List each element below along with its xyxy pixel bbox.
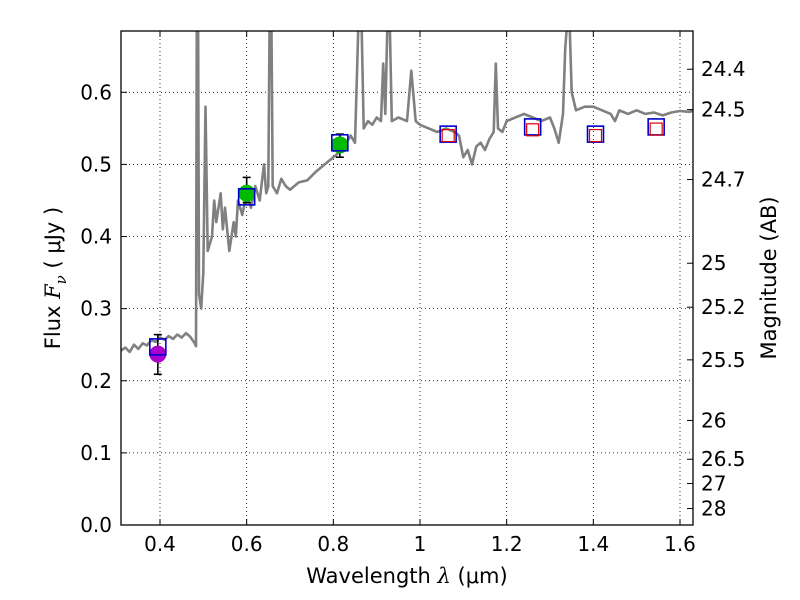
upper-limit-square (649, 122, 663, 136)
template-spectrum-line (121, 31, 693, 354)
model-band-square (149, 338, 167, 356)
model-band-square (523, 118, 542, 136)
plot-layer (121, 31, 693, 376)
x-tick-label: 1 (414, 532, 427, 556)
y-tick-label: 0.4 (80, 225, 112, 249)
x-tick-label: 1.2 (491, 532, 523, 556)
model-band-square (237, 188, 256, 206)
right-axis-label: Magnitude (AB) (757, 196, 781, 359)
x-label-unit: (μm) (451, 564, 508, 588)
mag-tick-label: 25 (701, 251, 726, 275)
y-tick-label: 0.3 (80, 297, 112, 321)
mag-tick-label: 24.4 (701, 57, 746, 81)
x-axis-label: Wavelength λ (μm) (306, 564, 507, 588)
y-tick-label: 0.0 (80, 513, 112, 537)
mag-tick-label: 25.5 (701, 348, 746, 372)
y-tick-label: 0.1 (80, 441, 112, 465)
x-label-prefix: Wavelength (306, 564, 437, 588)
x-tick-label: 1.4 (577, 532, 609, 556)
mag-tick-label: 27 (701, 472, 726, 496)
upper-limit-square (441, 128, 455, 143)
mag-tick-label: 24.7 (701, 168, 746, 192)
y-label-prefix: Flux (41, 299, 65, 349)
mag-tick-label: 24.5 (701, 98, 746, 122)
y-tick-label: 0.2 (80, 369, 112, 393)
upper-limit-square (588, 128, 603, 143)
y-label-subscript: ν (52, 275, 70, 284)
tick-layer: 0.4 0.6 0.8 1 1.2 1.4 1.6 0.0 0.1 0.2 0.3 0.4 0.5 0.6… (80, 31, 746, 556)
plot-frame (120, 30, 694, 526)
mag-tick-label: 26.5 (701, 447, 746, 471)
x-label-symbol: λ (437, 564, 451, 588)
mag-tick-label: 26 (701, 408, 726, 432)
x-tick-label: 0.4 (144, 532, 176, 556)
y-axis-label: Flux Fν ( μJy ) (41, 207, 70, 349)
x-tick-label: 0.8 (317, 532, 349, 556)
x-tick-label: 0.6 (231, 532, 263, 556)
y-label-symbol: F (41, 283, 65, 300)
upper-limit-square (526, 123, 540, 137)
mag-tick-label: 25.2 (701, 295, 746, 319)
observed-point (238, 184, 256, 202)
y-tick-label: 0.5 (80, 152, 112, 176)
grid-layer (121, 31, 693, 525)
x-tick-label: 1.6 (664, 532, 696, 556)
y-label-unit: ( μJy ) (41, 207, 65, 275)
mag-tick-label: 28 (701, 496, 726, 520)
y-tick-label: 0.6 (80, 80, 112, 104)
model-band-square (331, 133, 349, 152)
